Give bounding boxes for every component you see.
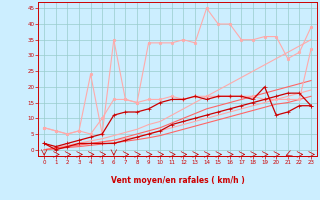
X-axis label: Vent moyen/en rafales ( km/h ): Vent moyen/en rafales ( km/h ) — [111, 176, 244, 185]
